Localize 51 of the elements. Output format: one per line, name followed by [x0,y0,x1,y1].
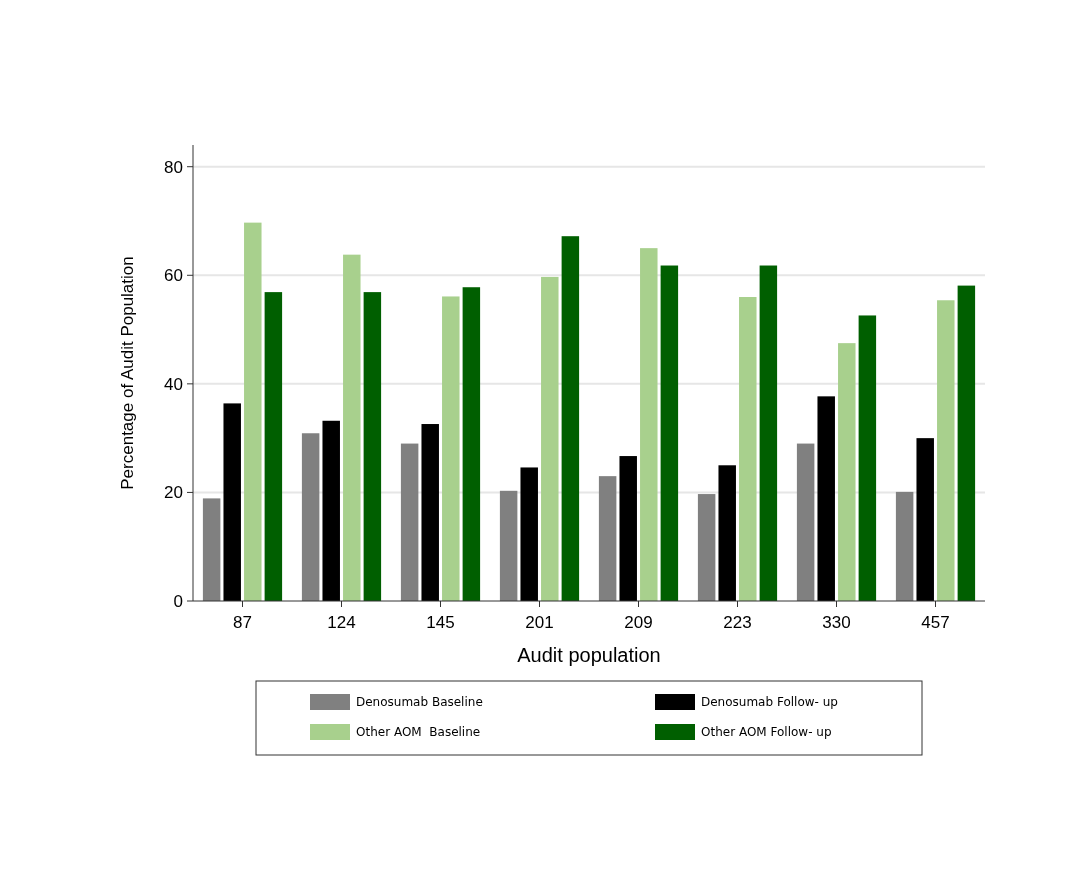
bar [957,285,976,601]
x-tick-label: 330 [822,613,851,632]
bar [660,265,679,601]
bar [838,343,856,601]
bar [499,490,518,601]
bar [421,424,439,601]
bar [244,222,262,601]
bar [895,491,914,601]
x-tick-label: 124 [327,613,356,632]
bar [541,276,559,601]
bar [640,248,658,601]
x-tick-label: 201 [525,613,554,632]
x-tick-label: 223 [723,613,752,632]
y-tick-label: 40 [164,374,183,394]
bar [796,443,815,601]
legend-label: Denosumab Follow- up [701,695,838,709]
y-tick-label: 60 [164,266,183,286]
y-tick-label: 20 [164,483,183,503]
bar [202,498,221,601]
bar [343,254,361,601]
legend-label: Other AOM Follow- up [701,725,832,739]
bar [817,396,835,601]
y-axis-title: Percentage of Audit Population [118,256,137,490]
bar [520,467,538,601]
bar [462,287,481,601]
bar [322,420,340,601]
x-tick-label: 87 [233,613,252,632]
x-tick-label: 209 [624,613,653,632]
bar [223,403,241,601]
bar [858,315,877,601]
bar [619,456,637,601]
x-axis-title: Audit population [517,644,661,666]
legend-label: Denosumab Baseline [356,695,483,709]
bar [442,296,460,601]
y-tick-label: 80 [164,157,183,177]
legend-label: Other AOM Baseline [356,725,481,739]
bar [561,236,580,601]
bar [363,292,382,601]
bar [264,292,283,601]
x-tick-label: 145 [426,613,455,632]
bar [598,476,617,601]
bar [759,265,778,601]
bar [301,433,320,601]
bar [697,494,716,601]
y-tick-label: 0 [173,591,183,611]
bar [718,465,736,601]
bar [739,297,757,601]
bar [400,443,419,601]
x-tick-label: 457 [921,613,950,632]
bar [916,438,934,601]
bar [937,300,955,601]
